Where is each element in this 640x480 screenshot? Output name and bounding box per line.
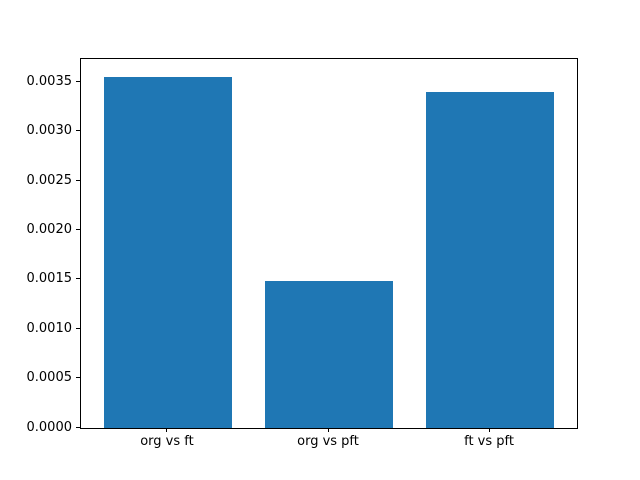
y-tick-mark <box>76 327 80 329</box>
y-tick-label: 0.0030 <box>26 123 73 139</box>
y-tick-label: 0.0000 <box>26 419 73 435</box>
bar <box>425 92 555 428</box>
y-tick-mark <box>76 278 80 280</box>
x-tick-label: org vs ft <box>140 434 194 449</box>
x-tick-label: ft vs pft <box>464 434 514 449</box>
plot-area <box>80 58 578 429</box>
y-tick-mark <box>76 377 80 379</box>
y-tick-label: 0.0020 <box>26 222 73 238</box>
y-tick-label: 0.0035 <box>26 73 73 89</box>
y-tick-mark <box>76 130 80 132</box>
y-tick-mark <box>76 80 80 82</box>
x-tick-mark <box>166 428 168 432</box>
y-tick-label: 0.0005 <box>26 370 73 386</box>
y-tick-mark <box>76 426 80 428</box>
y-tick-mark <box>76 179 80 181</box>
bar <box>264 280 394 428</box>
y-tick-label: 0.0015 <box>26 271 73 287</box>
y-tick-mark <box>76 229 80 231</box>
x-tick-label: org vs pft <box>297 434 359 449</box>
bar <box>103 76 233 428</box>
y-tick-label: 0.0010 <box>26 320 73 336</box>
x-tick-mark <box>327 428 329 432</box>
y-tick-label: 0.0025 <box>26 172 73 188</box>
x-tick-mark <box>488 428 490 432</box>
